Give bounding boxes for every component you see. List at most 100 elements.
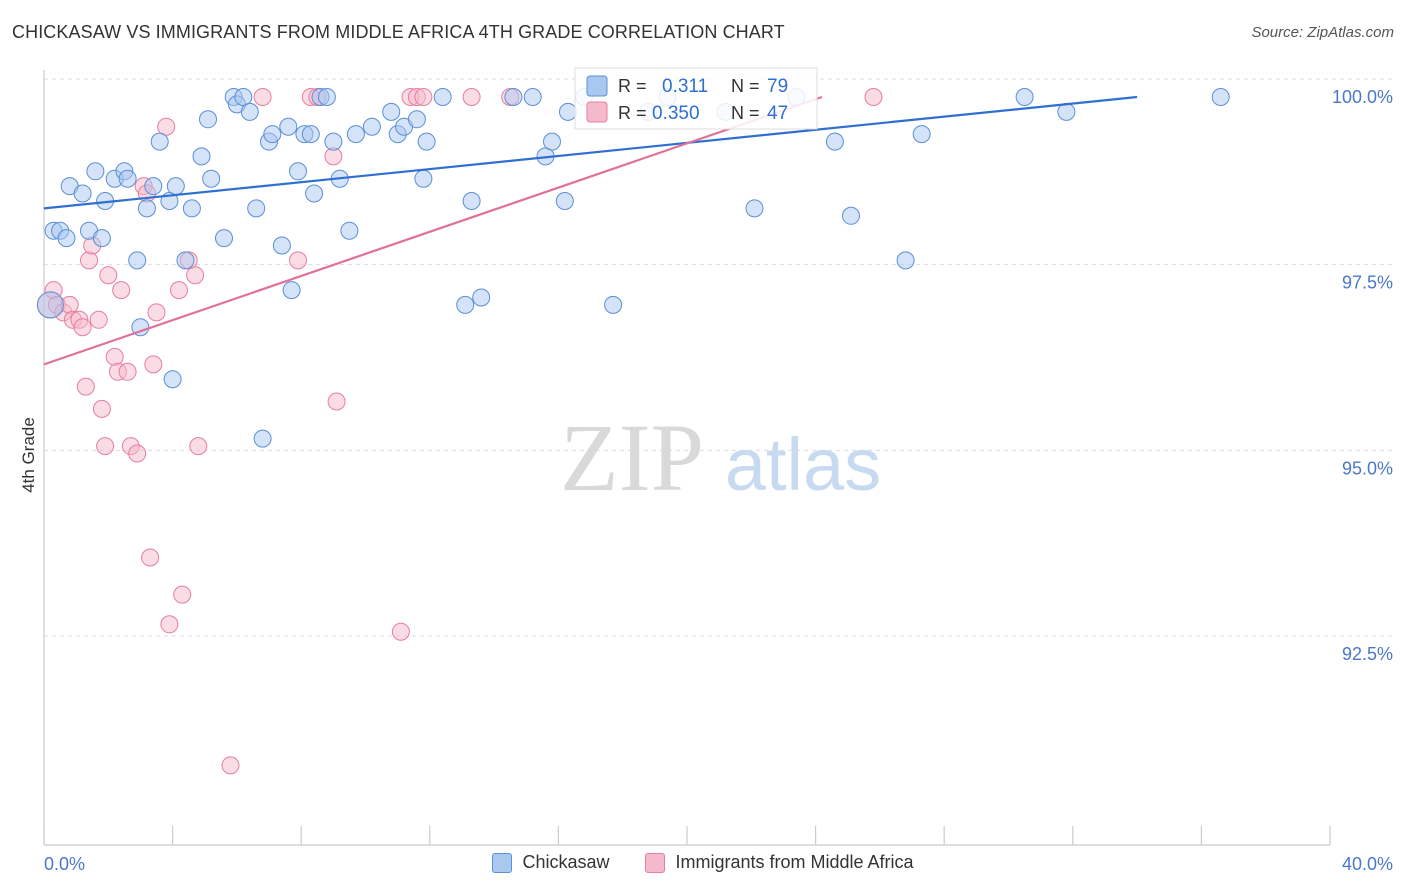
chickasaw-point <box>433 88 452 106</box>
middle-africa-point <box>73 318 92 337</box>
middle-africa-point <box>160 615 179 634</box>
middle-africa-point <box>253 88 272 106</box>
middle-africa-point <box>157 117 176 136</box>
middle-africa-point <box>170 281 188 300</box>
chart-source: Source: ZipAtlas.com <box>1251 24 1394 41</box>
legend-label-chickasaw: Chickasaw <box>522 852 610 872</box>
chickasaw-point <box>456 295 475 314</box>
chickasaw-point <box>504 88 523 106</box>
chickasaw-point <box>137 199 156 218</box>
chickasaw-point <box>1211 88 1230 106</box>
chickasaw-point <box>263 125 282 144</box>
stats-legend-swatch-pink <box>586 101 608 123</box>
chickasaw-point <box>73 184 92 203</box>
chickasaw-point <box>745 199 764 218</box>
chickasaw-point <box>825 132 844 151</box>
chickasaw-point <box>36 291 64 319</box>
chickasaw-trend-line <box>43 95 1138 210</box>
x-tick-label-min: 0.0% <box>44 854 85 874</box>
chickasaw-point <box>118 169 137 188</box>
middle-africa-point <box>96 437 115 456</box>
middle-africa-point <box>80 251 98 270</box>
axes <box>43 70 1331 846</box>
chickasaw-point <box>234 88 253 106</box>
chickasaw-point <box>414 169 433 188</box>
y-tick-label: 92.5% <box>1342 644 1393 664</box>
chickasaw-point <box>543 132 561 151</box>
chickasaw-point <box>128 251 147 270</box>
middle-africa-point <box>105 347 124 366</box>
chickasaw-point <box>305 184 324 203</box>
stats-legend: R = 0.311 N = 79 R = 0.350 N = 47 <box>574 67 818 130</box>
y-tick-label: 97.5% <box>1342 273 1393 293</box>
watermark-atlas: atlas <box>725 423 881 506</box>
chickasaw-point <box>301 125 320 144</box>
stats-n-label-0: N = <box>731 76 760 96</box>
stats-n-label-1: N = <box>731 103 760 123</box>
middle-africa-point <box>414 88 433 106</box>
middle-africa-point <box>289 251 307 270</box>
middle-africa-point <box>327 392 346 411</box>
middle-africa-point <box>144 355 163 374</box>
chickasaw-point <box>253 429 272 448</box>
chickasaw-point <box>289 162 307 181</box>
y-tick-label: 95.0% <box>1342 458 1393 478</box>
chickasaw-point <box>272 236 291 255</box>
chickasaw-point <box>240 102 259 121</box>
chickasaw-point <box>279 117 298 136</box>
chickasaw-point <box>407 110 426 129</box>
middle-africa-point <box>99 266 118 285</box>
chickasaw-point <box>523 88 542 106</box>
chickasaw-point <box>417 132 436 151</box>
stats-n-value-1: 47 <box>767 103 788 124</box>
series-legend: Chickasaw Immigrants from Middle Africa <box>0 852 1406 873</box>
stats-r-label-1: R = <box>618 103 647 123</box>
x-tick-label-max: 40.0% <box>1342 854 1393 874</box>
chickasaw-point <box>324 132 343 151</box>
middle-africa-point <box>864 88 883 106</box>
stats-legend-box <box>574 67 818 130</box>
chickasaw-point <box>317 88 336 106</box>
chickasaw-point <box>92 229 111 248</box>
y-tick-labels: 92.5% 95.0% 97.5% 100.0% <box>1332 87 1393 664</box>
chickasaw-point <box>247 199 266 218</box>
chickasaw-point <box>202 169 221 188</box>
chickasaw-point <box>604 295 623 314</box>
data-points <box>36 88 1230 775</box>
middle-africa-point <box>118 362 137 381</box>
chickasaw-point <box>382 102 401 121</box>
middle-africa-trend-line <box>43 95 823 366</box>
middle-africa-point <box>112 281 131 300</box>
chickasaw-point <box>144 177 163 196</box>
chickasaw-point <box>896 251 915 270</box>
middle-africa-point <box>89 310 108 329</box>
chickasaw-point <box>340 221 359 240</box>
y-tick-label: 100.0% <box>1332 87 1393 107</box>
trend-lines <box>43 95 1138 366</box>
middle-africa-point <box>221 756 240 775</box>
chickasaw-point <box>86 162 105 181</box>
middle-africa-point <box>189 437 208 456</box>
middle-africa-point <box>147 303 166 322</box>
chickasaw-point <box>150 132 169 151</box>
watermark-zip: ZIP <box>560 404 704 511</box>
chickasaw-point <box>472 288 491 307</box>
legend-item-chickasaw: Chickasaw <box>492 852 609 873</box>
middle-africa-point <box>128 444 147 463</box>
chickasaw-point <box>163 370 182 389</box>
chickasaw-point <box>199 110 217 129</box>
middle-africa-point <box>92 399 111 418</box>
y-axis-label: 4th Grade <box>19 417 38 493</box>
chickasaw-point <box>346 125 365 144</box>
chickasaw-point <box>555 192 574 210</box>
middle-africa-point <box>391 622 410 641</box>
chickasaw-point <box>282 281 301 300</box>
stats-legend-swatch-blue <box>586 75 608 97</box>
chickasaw-point <box>57 229 76 248</box>
chickasaw-point <box>559 102 577 121</box>
chickasaw-point <box>182 199 201 218</box>
stats-r-label-0: R = <box>618 76 647 96</box>
stats-r-value-0: 0.311 <box>662 76 708 97</box>
chickasaw-point <box>912 125 931 144</box>
